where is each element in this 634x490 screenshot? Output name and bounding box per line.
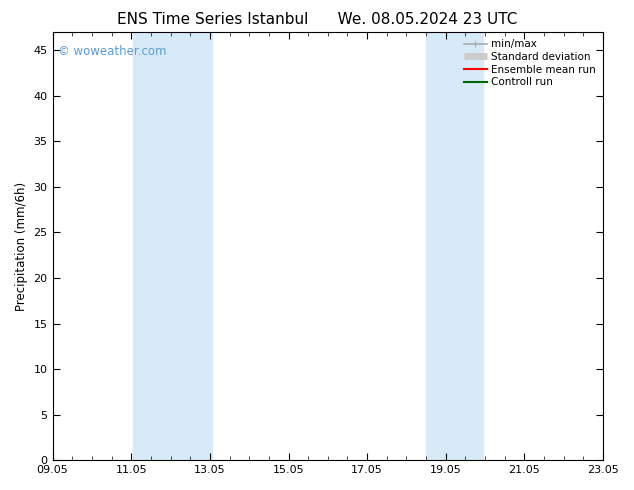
Bar [133,32,212,460]
Y-axis label: Precipitation (mm/6h): Precipitation (mm/6h) [15,182,28,311]
Legend: min/max, Standard deviation, Ensemble mean run, Controll run: min/max, Standard deviation, Ensemble me… [462,37,598,89]
Text: © woweather.com: © woweather.com [58,45,167,58]
Text: ENS Time Series Istanbul      We. 08.05.2024 23 UTC: ENS Time Series Istanbul We. 08.05.2024 … [117,12,517,27]
Bar [426,32,483,460]
